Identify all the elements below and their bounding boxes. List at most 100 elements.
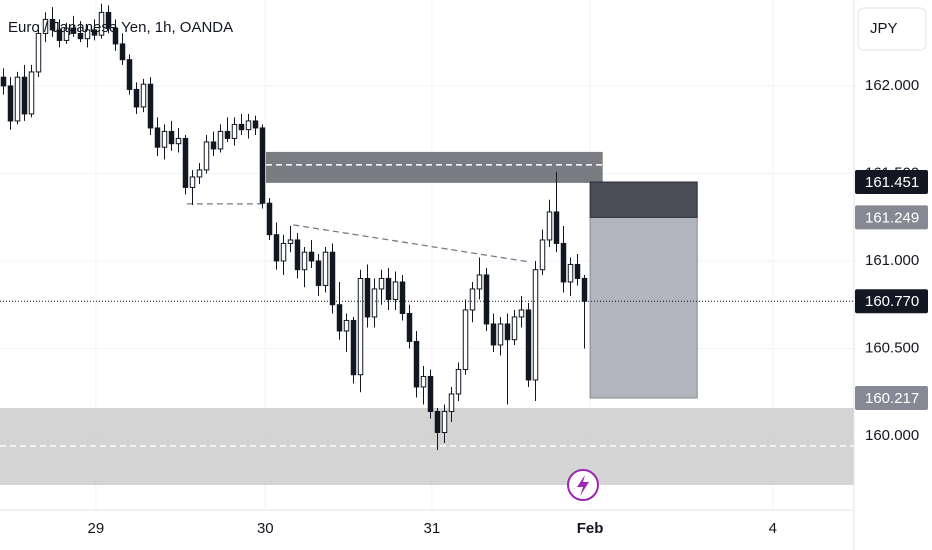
price-label-box [855,170,928,195]
candle-body [357,277,364,376]
candle-body [280,242,287,262]
candle-body [133,88,140,108]
candle-body [560,242,567,283]
candle-body [364,277,371,318]
candle-body [399,281,406,314]
candle-body [392,281,399,300]
alert-bolt [577,475,589,496]
candle-body [385,277,392,300]
candle-body [238,123,245,131]
candle-body [266,202,273,236]
candle-body [427,375,434,412]
price-label: 160.217 [865,390,919,407]
candle-body [168,130,175,145]
candle-body [315,260,322,286]
y-tick-label: 161.000 [865,252,919,269]
candle-body [525,309,532,381]
candle-body [224,130,231,139]
candle-body [294,239,301,271]
x-tick-label: 4 [769,520,777,537]
candle-body [434,410,441,433]
x-tick-label: 29 [88,520,105,537]
price-label: 161.249 [865,209,919,226]
candle-body [98,11,105,36]
candle-body [231,123,238,139]
candle-body [35,32,42,73]
candle-body [497,323,504,346]
price-label: 161.451 [865,174,919,191]
x-tick-label: Feb [577,520,604,537]
candle-body [252,120,259,129]
candle-body [182,137,189,188]
candle-body [14,76,21,122]
position-target [589,216,698,399]
candle-body [210,141,217,150]
candle-body [371,288,378,318]
candle-body [287,239,294,244]
x-tick-label: 31 [424,520,441,537]
candle-body [546,211,553,241]
candle-body [490,323,497,346]
candle-body [420,375,427,388]
price-label: 160.770 [865,293,919,310]
candle-body [91,29,98,36]
candle-body [378,277,385,290]
alert-icon[interactable] [567,469,599,501]
candle-body [322,251,329,286]
currency-label: JPY [870,20,898,37]
candle-body [245,120,252,131]
candle-body [308,251,315,262]
candle-body [70,27,77,34]
y-tick-label: 162.000 [865,77,919,94]
candle-body [112,27,119,45]
x-tick-label: 30 [257,520,274,537]
candle-body [119,43,126,61]
price-label-box [855,289,928,314]
currency-box[interactable] [857,7,927,51]
candle-body [175,137,182,145]
candle-body [42,18,49,34]
candle-body [504,323,511,341]
price-label-box [855,385,928,410]
candle-body [49,18,56,31]
zone [266,151,603,183]
candle-body [154,127,161,148]
candle-body [259,127,266,204]
candle-body [217,130,224,150]
candle-body [539,239,546,271]
candle-body [140,83,147,108]
candle-body [462,309,469,370]
candle-body [476,274,483,290]
candle-body [196,169,203,178]
candle-body [105,11,112,29]
candle-body [350,319,357,376]
candle-body [56,29,63,41]
candle-body [553,211,560,244]
candle-body [455,368,462,395]
candle-body [7,85,14,122]
chart-title: Euro / Japanese Yen, 1h, OANDA [8,19,233,36]
candle-body [84,29,91,40]
candle-body [574,263,581,279]
price-label-box [855,205,928,230]
candle-body [63,27,70,41]
position-stop [589,181,698,218]
candle-body [469,288,476,311]
candle-body [581,277,588,302]
candle-body [329,251,336,306]
candle-body [441,410,448,433]
candle-body [21,76,28,115]
y-tick-label: 160.000 [865,427,919,444]
candle-body [483,274,490,325]
y-tick-label: 160.500 [865,339,919,356]
candle-body [518,309,525,318]
candle-body [448,393,455,412]
candle-body [161,130,168,148]
candle-body [413,340,420,388]
candle-body [0,76,7,87]
candle-body [147,83,154,129]
candle-body [532,269,539,381]
candle-body [301,251,308,271]
candle-body [567,263,574,283]
